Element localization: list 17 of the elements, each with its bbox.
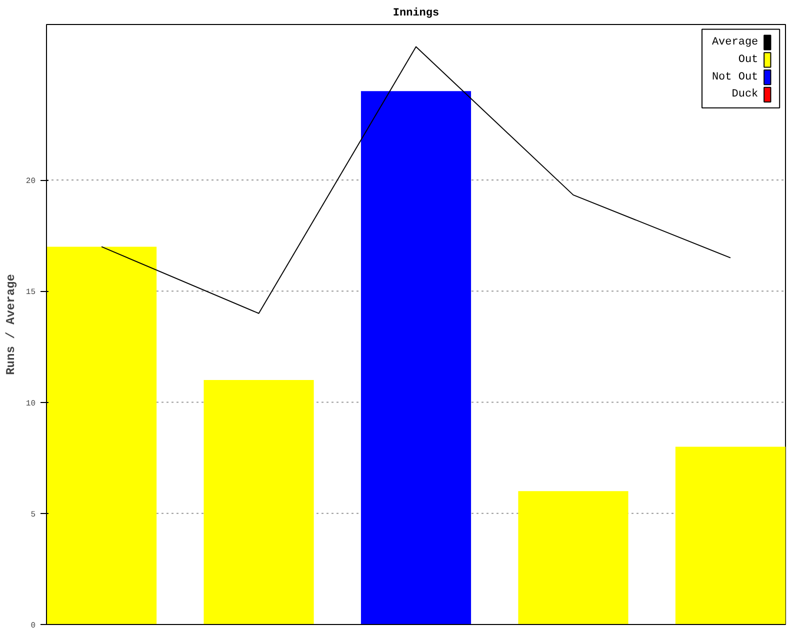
y-tick-label: 15	[26, 288, 36, 298]
line-series	[101, 46, 731, 314]
bar	[360, 91, 472, 624]
legend-label: Duck	[732, 88, 759, 101]
y-tick-label: 20	[26, 177, 36, 186]
y-axis-title: Runs / Average	[4, 274, 18, 375]
y-tick-label: 5	[30, 510, 36, 520]
bar	[46, 246, 157, 624]
chart-title: Innings	[392, 8, 440, 20]
y-tick-label: 0	[30, 622, 36, 630]
bar	[518, 491, 628, 624]
bar	[204, 380, 314, 624]
legend-label: Average	[712, 36, 758, 48]
legend-label: Out	[738, 54, 758, 66]
y-tick-label: 10	[26, 399, 36, 408]
bar	[675, 446, 786, 624]
legend-label: Not Out	[712, 71, 758, 84]
